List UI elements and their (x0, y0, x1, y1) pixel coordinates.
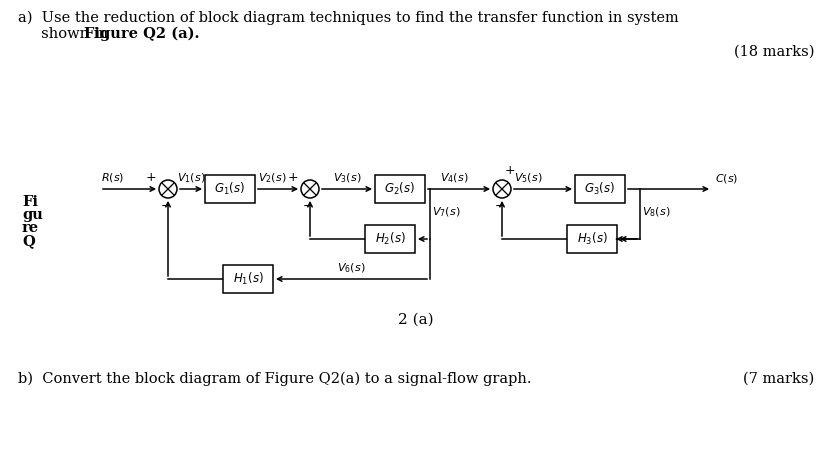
Text: gu: gu (22, 208, 43, 222)
Circle shape (301, 180, 319, 198)
Text: $H_1(s)$: $H_1(s)$ (233, 271, 264, 287)
Text: $H_3(s)$: $H_3(s)$ (577, 231, 607, 247)
Text: (18 marks): (18 marks) (734, 45, 814, 59)
Text: Q: Q (22, 234, 35, 248)
Text: re: re (22, 221, 39, 235)
Bar (223, 265, 273, 293)
Text: b)  Convert the block diagram of Figure Q2(a) to a signal-flow graph.: b) Convert the block diagram of Figure Q… (18, 372, 532, 386)
Text: $V_6(s)$: $V_6(s)$ (337, 262, 366, 275)
Text: $-$: $-$ (160, 199, 171, 212)
Text: $G_2(s)$: $G_2(s)$ (384, 181, 415, 197)
Bar (567, 225, 617, 253)
Text: $-$: $-$ (302, 199, 313, 212)
Text: 2 (a): 2 (a) (399, 313, 433, 327)
Text: shown in: shown in (18, 27, 112, 41)
Text: $+$: $+$ (145, 171, 156, 184)
Text: $+$: $+$ (287, 171, 298, 184)
Text: (7 marks): (7 marks) (743, 372, 814, 386)
Bar (575, 175, 625, 203)
Text: $R(s)$: $R(s)$ (101, 171, 124, 184)
Text: $-$: $-$ (494, 199, 505, 212)
Circle shape (159, 180, 177, 198)
Bar (365, 225, 415, 253)
Text: Figure Q2 (a).: Figure Q2 (a). (84, 27, 200, 42)
Text: Fi: Fi (22, 195, 38, 209)
Text: $H_2(s)$: $H_2(s)$ (374, 231, 405, 247)
Text: $C(s)$: $C(s)$ (715, 172, 738, 185)
Text: $V_7(s)$: $V_7(s)$ (432, 205, 460, 219)
Text: $V_3(s)$: $V_3(s)$ (333, 171, 361, 185)
Text: a)  Use the reduction of block diagram techniques to find the transfer function : a) Use the reduction of block diagram te… (18, 11, 679, 25)
Text: $V_5(s)$: $V_5(s)$ (514, 171, 542, 185)
Text: $V_2(s)$: $V_2(s)$ (258, 171, 286, 185)
Text: $V_8(s)$: $V_8(s)$ (642, 205, 671, 219)
Text: $V_4(s)$: $V_4(s)$ (440, 171, 468, 185)
Circle shape (493, 180, 511, 198)
Text: $G_3(s)$: $G_3(s)$ (585, 181, 616, 197)
Bar (375, 175, 425, 203)
Text: $V_1(s)$: $V_1(s)$ (176, 171, 206, 185)
Text: $+$: $+$ (504, 164, 515, 177)
Text: $G_1(s)$: $G_1(s)$ (215, 181, 245, 197)
Bar (205, 175, 255, 203)
